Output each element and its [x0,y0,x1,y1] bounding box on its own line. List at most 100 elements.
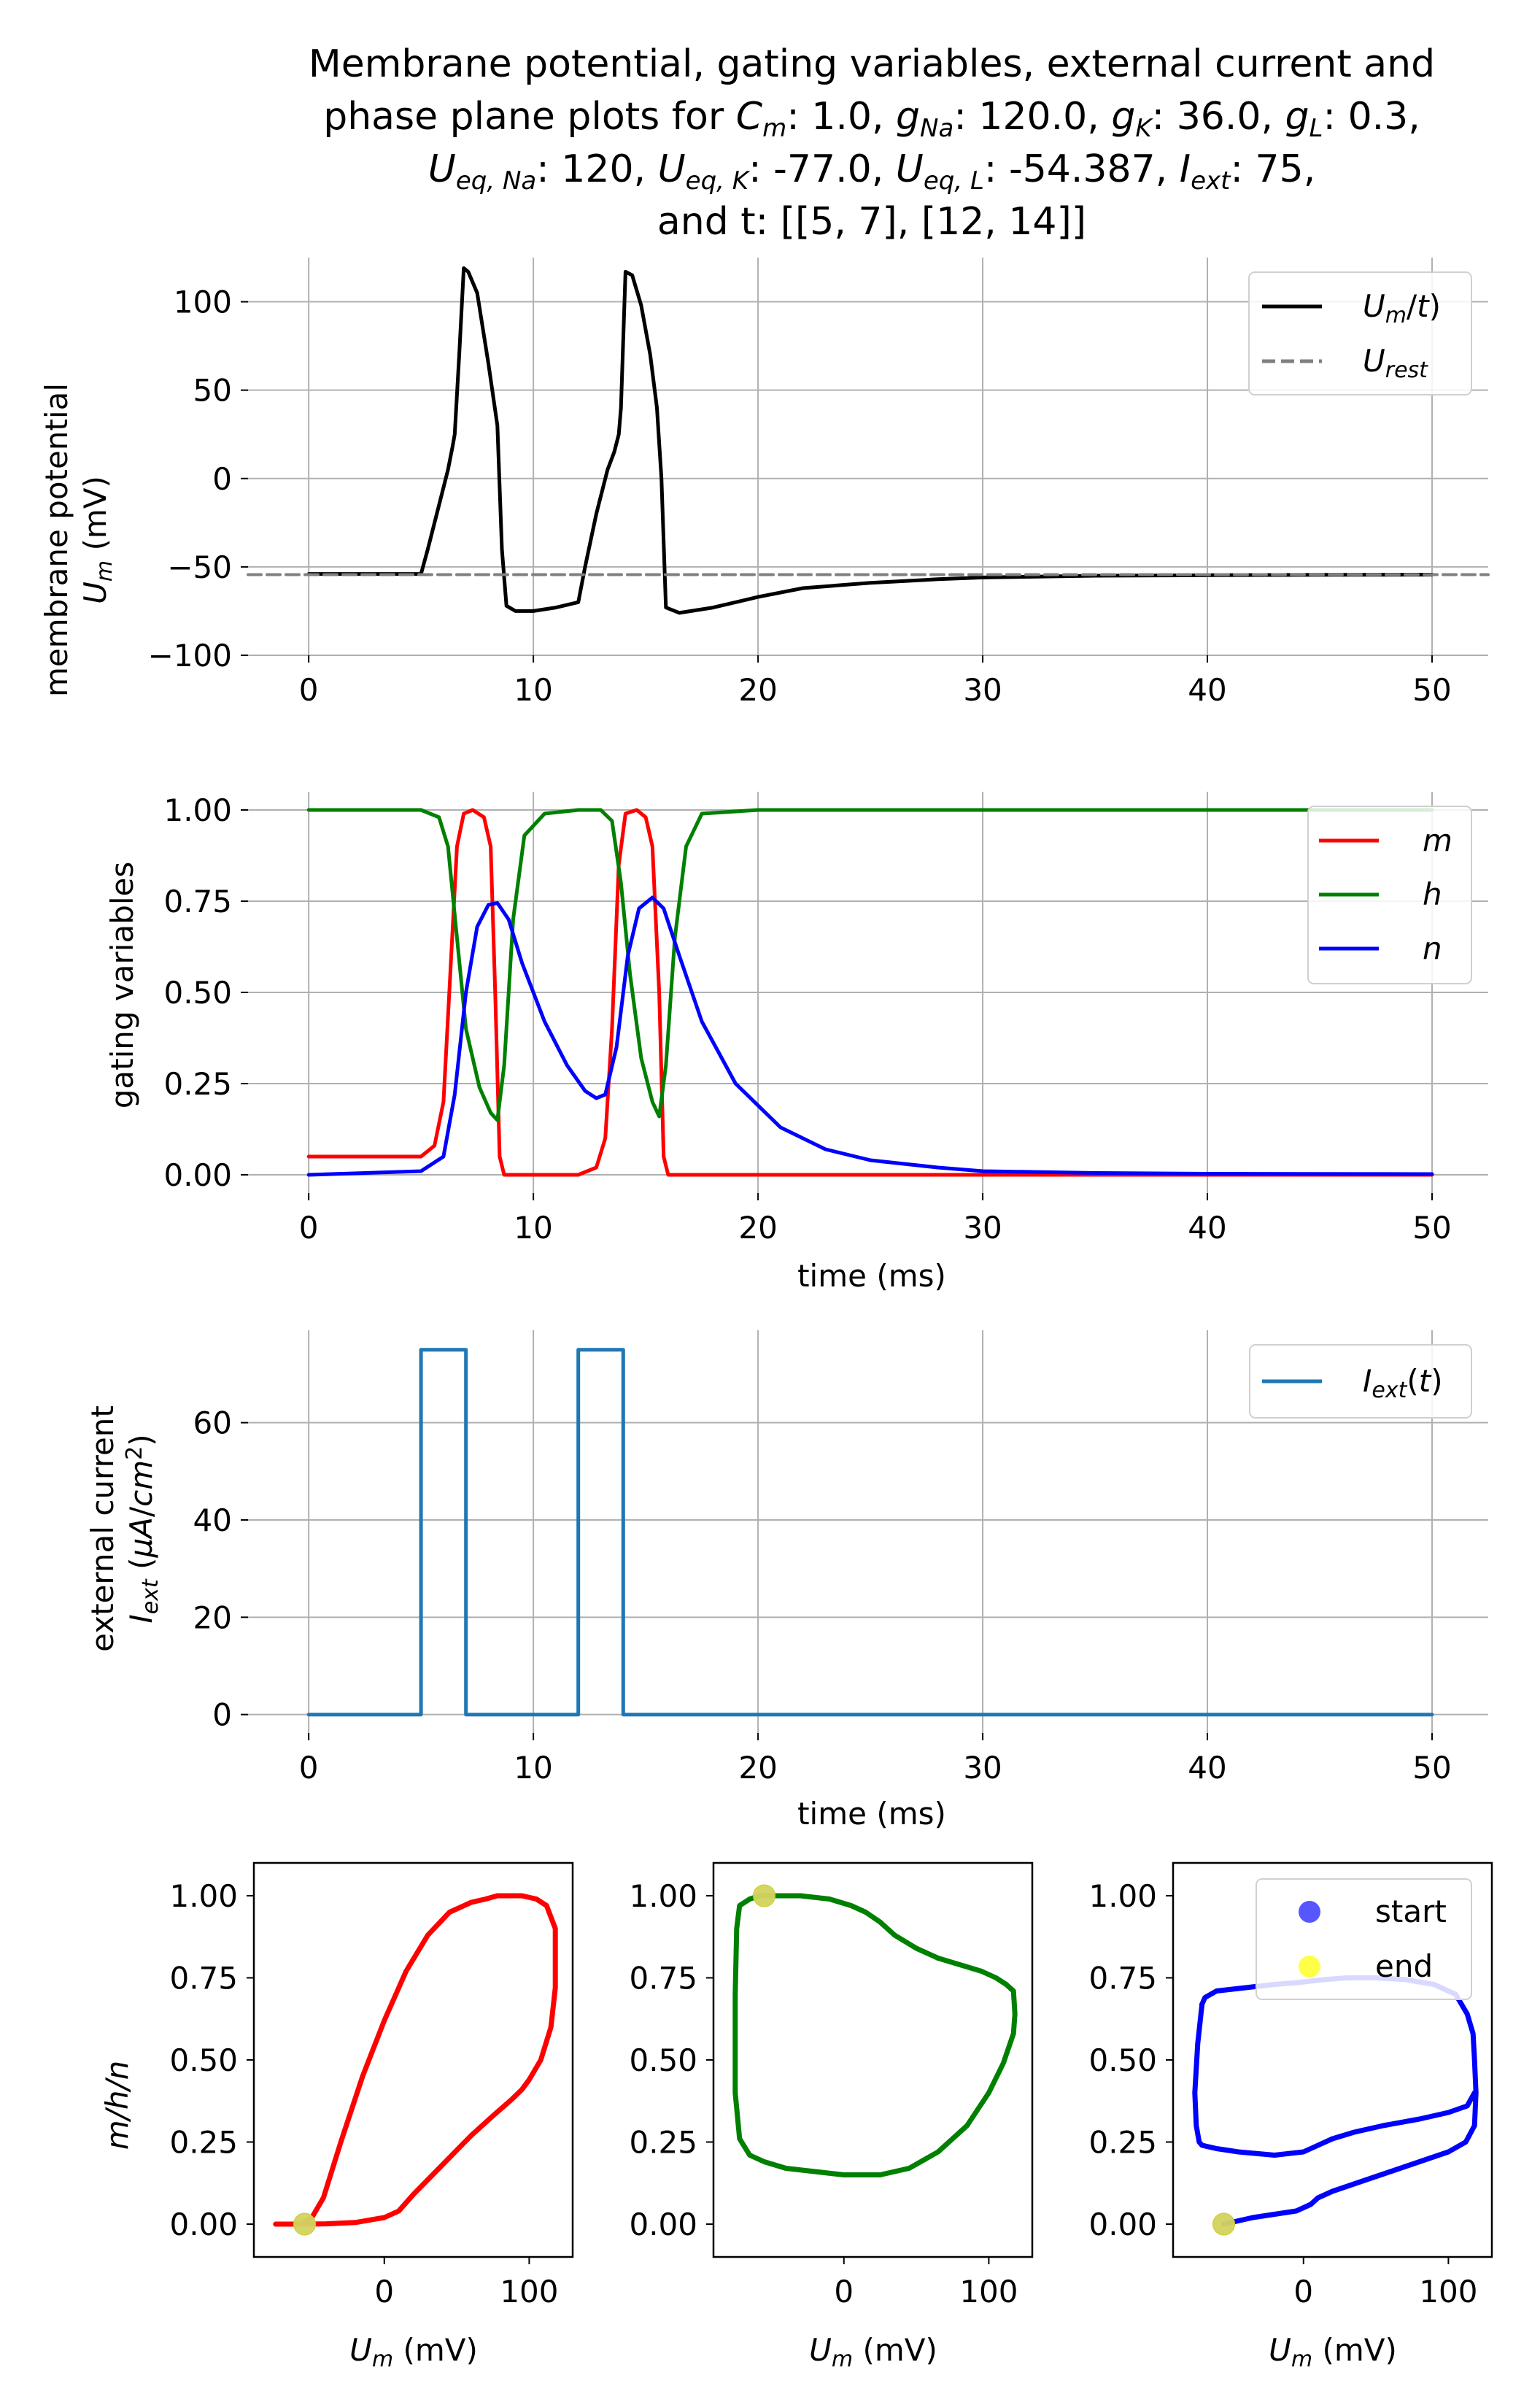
phase-h-series [732,1884,1018,2177]
ytick-label-0: 0.00 [1088,2207,1157,2242]
ytick-label-2: 0.50 [1088,2042,1157,2078]
legend-label-start: start [1375,1894,1447,1929]
ytick-label-0: 0 [212,1697,232,1733]
legend-marker-end [1299,1956,1320,1977]
current-legend-box [1249,1344,1472,1419]
xtick-label-2: 20 [738,1750,777,1786]
xtick-label-0: 0 [299,672,319,708]
xtick-label-4: 40 [1188,1750,1226,1786]
membrane-legend: Um/t) Urest [1248,271,1472,395]
legend-label-n: n [1423,930,1442,966]
phase-m-xlabel: Um (mV) [349,2332,478,2372]
ytick-label-4: 1.00 [163,792,232,828]
phase-plane-m-panel: 0 100 0.00 0.25 0.50 0.75 1.00 m/h/n Um (mV) [99,1861,574,2372]
phase-n-ticks: 0 100 0.00 0.25 0.50 0.75 1.00 [1088,1861,1493,2309]
series-line-u-m-t [306,266,1434,615]
current-ylabel-line-1: external current [85,1405,120,1652]
xtick-label-3: 30 [963,672,1002,708]
ytick-label-0: 0.00 [629,2207,697,2242]
legend-label-end: end [1375,1948,1433,1984]
ytick-label-2: 40 [193,1502,232,1538]
title-line-1: Membrane potential, gating variables, ex… [309,42,1435,86]
ytick-label-3: 0.75 [629,1961,697,1996]
xtick-label-5: 50 [1412,1210,1451,1246]
gating-xlabel: time (ms) [797,1258,946,1294]
phase-m-end-marker [293,2212,317,2236]
ytick-label-1: 20 [193,1599,232,1635]
ytick-label-0: 0.00 [163,1157,232,1193]
gating-legend-box [1307,806,1472,984]
membrane-ylabel-line-1: membrane potential [39,383,74,697]
phase-plane-h-panel: 0 100 0.00 0.25 0.50 0.75 1.00 Um (mV) [629,1861,1034,2372]
xtick-label-1: 10 [514,1750,552,1786]
legend-label-urest: Urest [1363,343,1428,383]
series-line-n-loop-2 [1192,2002,1477,2158]
ytick-label-1: 0.25 [163,1066,232,1102]
phase-plane-n-panel: 0 100 0.00 0.25 0.50 0.75 1.00 Um (mV) start e… [1088,1861,1493,2372]
gating-series [306,808,1434,1177]
phase-n-xlabel: Um (mV) [1269,2332,1397,2372]
xtick-label-3: 30 [963,1210,1002,1246]
xtick-label-1: 100 [959,2274,1018,2309]
series-line-n [306,895,1434,1177]
current-xlabel: time (ms) [797,1796,946,1832]
current-ticks: 0 10 20 30 40 50 0 20 40 60 [193,1405,1452,1786]
xtick-label-4: 40 [1188,1210,1226,1246]
xtick-label-1: 100 [500,2274,558,2309]
ytick-label-1: 0.25 [169,2125,238,2161]
xtick-label-0: 0 [299,1210,319,1246]
ytick-label-1: 0.25 [629,2125,697,2161]
gating-ticks: 0 10 20 30 40 50 0.00 0.25 0.50 0.75 1.00 [163,792,1451,1246]
ytick-label-2: 0 [212,461,232,497]
xtick-label-1: 10 [514,672,552,708]
phase-m-series [273,1893,558,2236]
membrane-potential-panel: 0 10 20 30 40 50 −100 −50 0 50 100 membrane potent… [39,258,1490,708]
title-line-2: phase plane plots for Cm: 1.0, gNa: 120.… [323,95,1420,143]
current-ylabel-line-2: Iext (μA/cm2) [122,1434,163,1623]
membrane-ticks: 0 10 20 30 40 50 −100 −50 0 50 100 [148,285,1452,708]
xtick-label-0: 0 [374,2274,394,2309]
phase-h-ticks: 0 100 0.00 0.25 0.50 0.75 1.00 [629,1861,1034,2309]
legend-marker-start [1299,1901,1320,1923]
series-line-m [273,1893,558,2227]
legend-label-m: m [1423,822,1452,858]
ytick-label-4: 100 [174,285,232,320]
xtick-label-4: 40 [1188,672,1226,708]
ytick-label-3: 50 [193,373,232,409]
phase-h-end-marker [753,1884,776,1907]
ytick-label-4: 1.00 [1088,1878,1157,1914]
xtick-label-1: 100 [1419,2274,1477,2309]
gating-ylabel: gating variables [104,862,140,1108]
ytick-label-2: 0.50 [629,2042,697,2078]
ytick-label-4: 1.00 [629,1878,697,1914]
phase-n-legend: start end [1256,1878,1472,2000]
ytick-label-3: 0.75 [169,1961,238,1996]
title-line-3: Ueq, Na: 120, Ueq, K: -77.0, Ueq, L: -54… [428,147,1315,196]
legend-label-um: Um/t) [1363,288,1441,328]
ytick-label-1: 0.25 [1088,2125,1157,2161]
ytick-label-3: 60 [193,1405,232,1441]
series-line-i-ext-t- [306,1348,1434,1717]
series-line-h [732,1893,1018,2177]
xtick-label-5: 50 [1412,672,1451,708]
xtick-label-0: 0 [1293,2274,1313,2309]
ytick-label-0: 0.00 [169,2207,238,2242]
current-series [306,1348,1434,1717]
xtick-label-2: 20 [738,672,777,708]
phase-m-ticks: 0 100 0.00 0.25 0.50 0.75 1.00 [169,1861,574,2309]
xtick-label-3: 30 [963,1750,1002,1786]
ytick-label-3: 0.75 [1088,1961,1157,1996]
external-current-panel: 0 10 20 30 40 50 0 20 40 60 external current Iext… [85,1330,1488,1832]
xtick-label-5: 50 [1412,1750,1451,1786]
gating-legend: m h n [1307,806,1472,984]
phase-ylabel: m/h/n [99,2061,135,2150]
gating-variables-panel: 0 10 20 30 40 50 0.00 0.25 0.50 0.75 1.00 gating v… [104,792,1488,1294]
ytick-label-1: −50 [167,549,232,585]
xtick-label-2: 20 [738,1210,777,1246]
current-legend: Iext(t) [1249,1344,1472,1419]
phase-n-end-marker [1212,2212,1236,2236]
ytick-label-2: 0.50 [169,2042,238,2078]
figure-title: Membrane potential, gating variables, ex… [309,42,1435,244]
xtick-label-1: 10 [514,1210,552,1246]
